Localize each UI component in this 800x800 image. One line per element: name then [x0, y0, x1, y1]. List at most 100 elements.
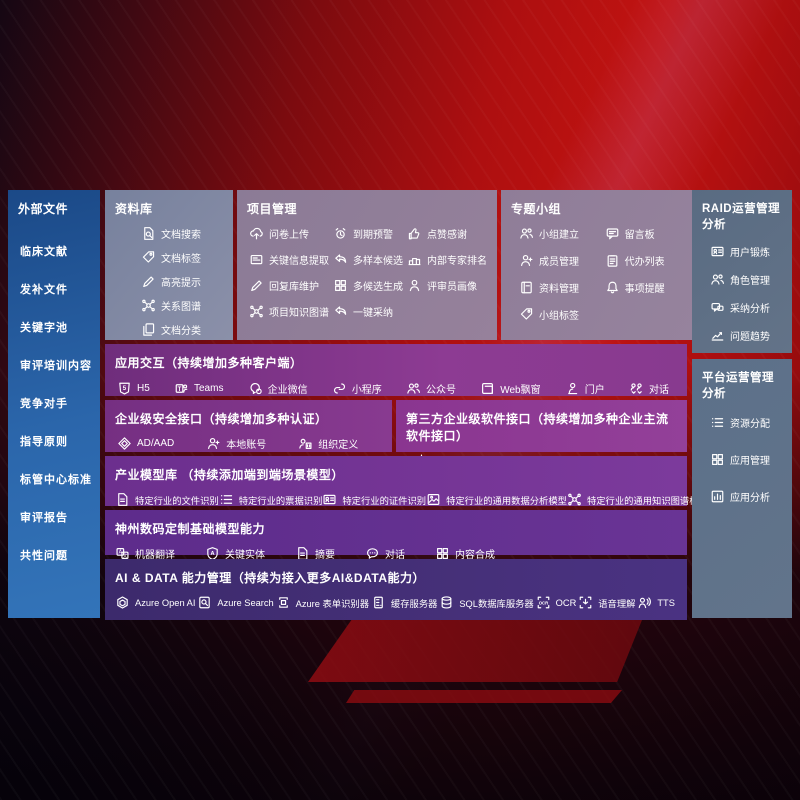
feature-label: 关键字池 [20, 322, 68, 334]
feature-item: 本地账号 [206, 436, 266, 451]
feature-item: 关键字池 [20, 319, 90, 335]
feature-item: 内容合成 [435, 546, 495, 561]
person-add-icon [519, 253, 534, 268]
feature-label: 应用管理 [730, 456, 770, 467]
panel-title: 外部文件 [18, 202, 69, 216]
feature-label: 问卷上传 [269, 230, 309, 241]
window-icon [480, 381, 495, 396]
feature-label: 审评培训内容 [20, 360, 92, 372]
feature-item: OCR OCR [536, 595, 576, 610]
feature-label: Teams [193, 383, 224, 394]
doc-search-icon [141, 226, 156, 241]
feature-item: 标管中心标准 [20, 471, 92, 487]
center-column: 资料库 文档搜索 文档标签 高亮提示 关系图谱 文档分类 项目管理 问卷上传 到期预警 点赞… [105, 190, 708, 620]
feature-item: 高亮提示 [141, 274, 223, 289]
feature-label: 回复库维护 [269, 282, 319, 293]
feature-item: 一键采纳 [333, 304, 403, 319]
feature-item: Azure 表单识别器 [276, 595, 369, 610]
tag-icon [519, 307, 534, 322]
portal-icon [565, 381, 580, 396]
feature-item: 采纳分析 [710, 300, 782, 315]
feature-label: 语音理解 [598, 598, 636, 609]
feature-label: 特定行业的通用知识图谱模型 [586, 495, 708, 506]
repository-list: 文档搜索 文档标签 高亮提示 关系图谱 文档分类 [115, 226, 223, 337]
id-card-icon [710, 244, 725, 259]
feature-item: 语音理解 [578, 595, 635, 610]
people-icon [710, 272, 725, 287]
feature-item: 5 H5 [117, 381, 150, 396]
bell-icon [605, 280, 620, 295]
chat-icon [365, 546, 380, 561]
decorative-red-shape [308, 610, 644, 682]
teams-icon: T [174, 381, 189, 396]
feature-label: 特定行业的证件识别 [342, 495, 427, 506]
people-icon [519, 226, 534, 241]
form-icon [276, 595, 291, 610]
feature-item: 小组标签 [519, 307, 605, 322]
h5-icon: 5 [117, 381, 132, 396]
svg-text:T: T [178, 386, 182, 393]
feature-item: 评审员画像 [407, 278, 487, 293]
svg-text:OCR: OCR [538, 600, 548, 605]
feature-item: 对话 [365, 546, 405, 561]
feature-label: 本地账号 [226, 440, 267, 451]
project-list: 问卷上传 到期预警 点赞感谢 关键信息提取 多样本候选 内部专家排名 回复库维护 多候选生成 评… [247, 226, 487, 319]
feature-item: 门户 [565, 381, 605, 396]
feature-item: 内部专家排名 [407, 252, 487, 267]
raid-analysis-panel: RAID运营管理分析 用户锻炼 角色管理 采纳分析 问题趋势 [692, 190, 792, 353]
feature-label: 共性问题 [20, 550, 68, 562]
feature-label: Azure 表单识别器 [295, 598, 369, 609]
feature-label: 标管中心标准 [20, 474, 92, 486]
feature-item: 审评培训内容 [20, 357, 92, 373]
feature-label: 留言板 [624, 230, 655, 241]
card-icon [249, 252, 264, 267]
reply-icon [333, 304, 348, 319]
feature-label: Azure Search [217, 597, 274, 608]
feature-item: 公众号 [406, 381, 456, 396]
feature-label: 项目知识图谱 [269, 308, 329, 319]
feature-item: 特定行业的通用数据分析模型 [426, 492, 567, 507]
panel-title: 应用交互（持续增加多种客户端） [115, 356, 303, 370]
feature-item: T Teams [174, 381, 223, 396]
feature-item: 竞争对手 [20, 395, 90, 411]
pen-icon [249, 278, 264, 293]
feature-item: 缓存服务器 [371, 595, 438, 610]
voice-icon [578, 595, 593, 610]
list-icon [710, 415, 725, 430]
feature-label: 门户 [584, 385, 605, 396]
feature-label: 代办列表 [624, 257, 665, 268]
feature-label: 对话 [648, 385, 669, 396]
base-models-panel: 神州数码定制基础模型能力 A 文机器翻译 A 关键实体 摘要 对话 内容合成 [105, 510, 687, 561]
panel-title: AI & DATA 能力管理（持续为接入更多AI&DATA能力） [115, 571, 425, 585]
panel-title: 企业级安全接口（持续增加多种认证） [115, 412, 328, 426]
network-icon [249, 304, 264, 319]
feature-label: 资料管理 [539, 284, 579, 295]
network-icon [141, 298, 156, 313]
doc-icon [115, 492, 130, 507]
feature-item: 特定行业的票据识别 [219, 492, 323, 507]
search-doc-icon [197, 595, 212, 610]
feature-label: 缓存服务器 [390, 598, 438, 609]
feature-label: 发补文件 [20, 284, 68, 296]
feature-label: 关系图谱 [161, 302, 201, 313]
feature-label: 小组标签 [539, 311, 579, 322]
cloud-upload-icon [249, 226, 264, 241]
feature-label: SQL数据库服务器 [459, 598, 534, 609]
feature-item: 组织定义 [298, 436, 358, 451]
feature-item: TTS [637, 595, 675, 610]
feature-label: 文档分类 [161, 326, 201, 337]
feature-item: 事项提醒 [605, 280, 684, 295]
tts-icon [637, 595, 652, 610]
feature-label: 特定行业的票据识别 [238, 495, 323, 506]
feature-item: 审评报告 [20, 509, 90, 525]
feature-item: 特定行业的通用知识图谱模型 [567, 492, 708, 507]
feature-label: 采纳分析 [730, 304, 770, 315]
decorative-red-stripe [346, 690, 622, 703]
feature-label: H5 [137, 383, 150, 394]
panel-title: RAID运营管理分析 [702, 203, 781, 231]
database-icon [439, 595, 454, 610]
feature-item: 到期预警 [333, 226, 403, 241]
svg-text:文: 文 [123, 552, 128, 559]
rank-icon [407, 252, 422, 267]
feature-label: 角色管理 [730, 276, 770, 287]
